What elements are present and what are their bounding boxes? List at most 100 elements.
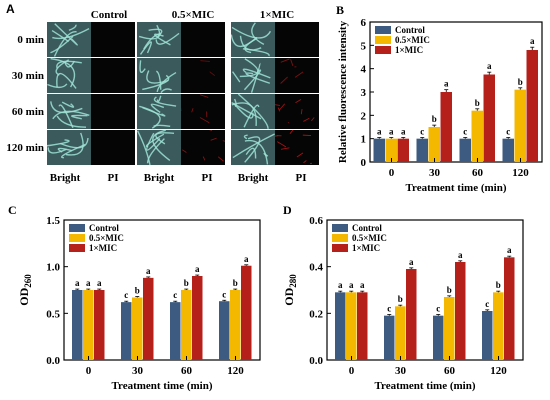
hyphae-strand [57,147,73,153]
panel-letter: C [8,203,17,217]
bright-field-background [137,130,181,165]
significance-label: b [496,280,501,290]
hyphae-strand [251,22,265,46]
hyphae-strand [245,72,271,84]
bright-field-image [47,22,91,57]
row-header-60min: 60 min [11,106,44,118]
hyphae-strand [53,31,77,57]
legend-label: Control [89,223,119,233]
bright-field-image [231,94,275,129]
y-tick-label: 1.5 [46,215,60,227]
pi-signal-strand [280,76,288,84]
pi-fluorescence-micrograph [275,130,319,165]
pi-signal-strand [303,160,307,164]
significance-label: a [458,250,463,260]
pi-signal-strand [202,156,206,161]
significance-label: b [233,278,238,288]
bar [395,306,406,360]
hyphae-micrograph [137,94,181,129]
pi-stain-image [181,130,225,165]
x-tick-label: 60 [181,365,193,377]
y-tick-label: 0.4 [309,262,323,274]
significance-label: c [173,290,177,300]
bar [72,290,83,360]
bar [192,276,203,360]
significance-label: a [338,280,343,290]
column-header-full-mic: 1×MIC [259,9,295,21]
significance-label: b [518,77,523,87]
pi-signal-strand [295,98,302,104]
hyphae-strand [54,23,78,46]
row-header-30min: 30 min [11,70,44,82]
legend-swatch [375,36,391,44]
pi-signal-strand [217,156,224,162]
pi-fluorescence-micrograph [91,58,135,93]
pi-background [91,94,135,129]
pi-background [181,94,225,129]
significance-label: a [409,257,414,267]
pi-background [181,58,225,93]
hyphae-strand [231,26,272,39]
pi-signal-strand [296,152,304,158]
bar [416,138,428,162]
pi-signal-strand [199,117,210,124]
significance-label: c [387,304,391,314]
legend-label: 1×MIC [89,243,117,253]
bar [444,297,455,360]
significance-label: b [432,114,437,124]
x-tick-label: 60 [444,365,456,377]
hyphae-strand [150,103,165,114]
hyphae-strand [237,94,269,129]
bar [385,138,397,162]
bar [241,265,252,360]
hyphae-strand [50,58,76,88]
hyphae-micrograph [231,130,275,165]
significance-label: c [124,290,128,300]
y-tick-label: 5 [361,40,367,52]
bar [384,315,395,360]
pi-background [275,130,319,165]
bar [170,302,181,360]
bright-field-background [231,94,275,129]
x-tick-label: 120 [227,365,244,377]
significance-label: b [398,294,403,304]
pi-signal-strand [289,130,294,134]
pi-stain-image [91,94,135,129]
bright-field-image [47,130,91,165]
bottom-label-bright-half: Bright [143,172,175,184]
legend-label: 0.5×MIC [395,35,430,45]
bright-field-image [47,58,91,93]
pi-signal-strand [275,104,281,106]
bar [514,89,526,162]
bar [483,74,495,162]
hyphae-micrograph [47,22,91,57]
y-tick-label: 0.0 [309,355,323,367]
panel-a-letter: A [6,2,15,16]
significance-label: a [401,127,406,137]
significance-label: a [86,278,91,288]
x-tick-label: 30 [429,167,441,179]
x-tick-label: 120 [512,167,529,179]
row-header-120min: 120 min [6,142,44,154]
pi-fluorescence-micrograph [181,22,225,57]
legend-label: 0.5×MIC [352,233,387,243]
legend-label: 0.5×MIC [89,233,124,243]
significance-label: c [420,127,424,137]
bar [455,262,466,360]
column-header-half-mic: 0.5×MIC [171,9,215,21]
hyphae-strand [60,143,86,159]
hyphae-micrograph [137,58,181,93]
bright-field-image [137,22,181,57]
pi-fluorescence-micrograph [275,22,319,57]
y-tick-label: 3 [361,87,367,99]
pi-signal-strand [310,117,315,122]
hyphae-strand [244,139,269,165]
hyphae-strand [139,60,146,74]
significance-label: a [349,280,354,290]
pi-stain-image [181,94,225,129]
hyphae-strand [47,139,70,147]
significance-label: b [135,286,140,296]
significance-label: a [75,278,80,288]
pi-background [181,130,225,165]
hyphae-strand [65,132,84,156]
